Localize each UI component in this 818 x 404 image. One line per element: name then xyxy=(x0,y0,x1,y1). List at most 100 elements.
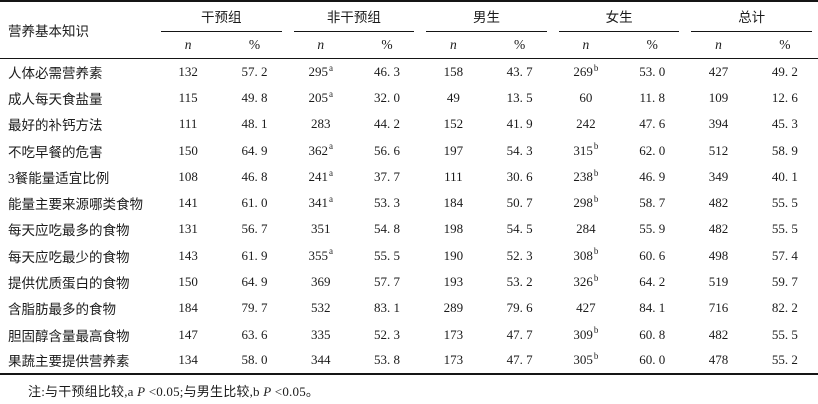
row-label: 能量主要来源哪类食物 xyxy=(8,197,143,213)
cell-percent: 54. 5 xyxy=(506,221,533,237)
cell-n: 394 xyxy=(708,116,729,132)
cell-n: 283 xyxy=(310,116,331,132)
row-label: 3餐能量适宜比例 xyxy=(8,170,110,186)
cell-n: 289 xyxy=(443,300,464,316)
cell-percent: 44. 2 xyxy=(374,116,401,132)
cell-n: 190 xyxy=(443,247,464,263)
group-header-label: 非干预组 xyxy=(293,2,415,32)
row-label: 每天应吃最少的食物 xyxy=(8,249,130,265)
cell-n: 134 xyxy=(155,347,222,376)
cell-percent: 41. 9 xyxy=(506,116,533,132)
cell-n: 198 xyxy=(443,221,464,237)
row-label: 每天应吃最多的食物 xyxy=(8,223,130,239)
cell-n: 184 xyxy=(178,300,198,316)
cell-n: 498 xyxy=(708,247,729,263)
cell-percent: 53. 2 xyxy=(506,274,533,290)
cell-percent: 55. 5 xyxy=(771,221,798,237)
cell-percent: 79. 7 xyxy=(241,300,268,316)
cell-n: 482 xyxy=(708,221,729,237)
cell-n: 141 xyxy=(178,195,198,211)
col-header-percent: % xyxy=(221,32,288,59)
cell-n: 269b xyxy=(573,62,599,79)
cell-percent: 60. 8 xyxy=(639,326,666,342)
cell-n: 152 xyxy=(443,116,464,132)
cell-n: 295a xyxy=(308,62,333,79)
cell-percent: 55. 2 xyxy=(751,347,818,376)
col-header-percent: % xyxy=(619,32,686,59)
cell-percent: 82. 2 xyxy=(771,300,798,316)
cell-n: 532 xyxy=(310,300,331,316)
cell-percent: 37. 7 xyxy=(374,168,401,184)
cell-n: 241a xyxy=(308,167,333,184)
cell-n: 355a xyxy=(308,246,333,263)
significance-marker: b xyxy=(593,62,599,73)
cell-percent: 56. 6 xyxy=(374,142,401,158)
cell-percent: 61. 9 xyxy=(241,247,268,263)
cell-percent: 49. 2 xyxy=(771,63,798,79)
row-label: 成人每天食盐量 xyxy=(8,91,103,107)
cell-percent: 60. 0 xyxy=(619,347,686,376)
cell-percent: 64. 9 xyxy=(241,274,268,290)
cell-n: 60 xyxy=(579,89,593,105)
cell-n: 478 xyxy=(685,347,752,376)
cell-n: 716 xyxy=(708,300,729,316)
cell-n: 115 xyxy=(178,89,198,105)
cell-n: 158 xyxy=(443,63,464,79)
cell-n: 335 xyxy=(310,326,331,342)
cell-n: 362a xyxy=(308,141,333,158)
group-header-intervention: 干预组 xyxy=(155,1,288,32)
row-label: 人体必需营养素 xyxy=(8,65,103,81)
col-header-percent: % xyxy=(486,32,553,59)
cell-percent: 61. 0 xyxy=(241,195,268,211)
cell-n: 193 xyxy=(443,274,464,290)
cell-n: 150 xyxy=(178,142,198,158)
cell-n: 341a xyxy=(308,193,333,211)
cell-n: 108 xyxy=(178,168,198,184)
cell-n: 298b xyxy=(573,193,599,211)
cell-percent: 43. 7 xyxy=(506,63,533,79)
significance-marker: a xyxy=(328,167,333,178)
cell-percent: 32. 0 xyxy=(374,89,401,105)
cell-percent: 45. 3 xyxy=(771,116,798,132)
cell-percent: 55. 5 xyxy=(771,326,798,342)
group-header-non-intervention: 非干预组 xyxy=(288,1,421,32)
table-row: 果蔬主要提供营养素 134 58. 0 344 53. 8 173 47. 7 305b 60.… xyxy=(0,347,818,376)
table-row: 人体必需营养素 132 57. 2 295a 46. 3 158 43. 7 269b 53. … xyxy=(0,59,818,85)
cell-n: 482 xyxy=(708,195,729,211)
cell-percent: 53. 8 xyxy=(353,347,421,376)
cell-percent: 59. 7 xyxy=(771,274,798,290)
significance-marker: b xyxy=(593,351,599,362)
cell-n: 427 xyxy=(708,63,729,79)
cell-n: 150 xyxy=(178,274,198,290)
cell-percent: 83. 1 xyxy=(374,300,401,316)
cell-percent: 53. 0 xyxy=(639,63,666,79)
cell-n: 308b xyxy=(573,246,599,263)
cell-percent: 58. 7 xyxy=(639,195,666,211)
cell-n: 205a xyxy=(308,88,333,105)
cell-percent: 47. 7 xyxy=(506,326,533,342)
group-header-row: 营养基本知识 干预组 非干预组 男生 女生 总计 xyxy=(0,1,818,59)
cell-n: 305b xyxy=(552,347,620,376)
table-row: 最好的补钙方法 111 48. 1 283 44. 2 152 41. 9 242 47. 6 3… xyxy=(0,111,818,137)
cell-percent: 46. 3 xyxy=(374,63,401,79)
cell-percent: 55. 9 xyxy=(639,221,666,237)
cell-percent: 57. 2 xyxy=(241,63,268,79)
significance-marker: b xyxy=(593,193,599,204)
significance-marker: a xyxy=(328,193,333,204)
cell-percent: 47. 6 xyxy=(639,116,666,132)
cell-n: 309b xyxy=(573,325,599,342)
group-header-girls: 女生 xyxy=(553,1,686,32)
cell-percent: 53. 3 xyxy=(374,195,401,211)
cell-n: 242 xyxy=(576,116,596,132)
cell-n: 519 xyxy=(708,274,729,290)
cell-n: 173 xyxy=(443,326,464,342)
row-label: 不吃早餐的危害 xyxy=(8,144,103,160)
cell-n: 49 xyxy=(446,89,460,105)
group-header-total: 总计 xyxy=(685,1,818,32)
col-header-n: n xyxy=(552,32,620,59)
significance-marker: a xyxy=(328,141,333,152)
significance-marker: b xyxy=(593,246,599,257)
cell-n: 284 xyxy=(576,221,596,237)
cell-percent: 49. 8 xyxy=(241,89,268,105)
